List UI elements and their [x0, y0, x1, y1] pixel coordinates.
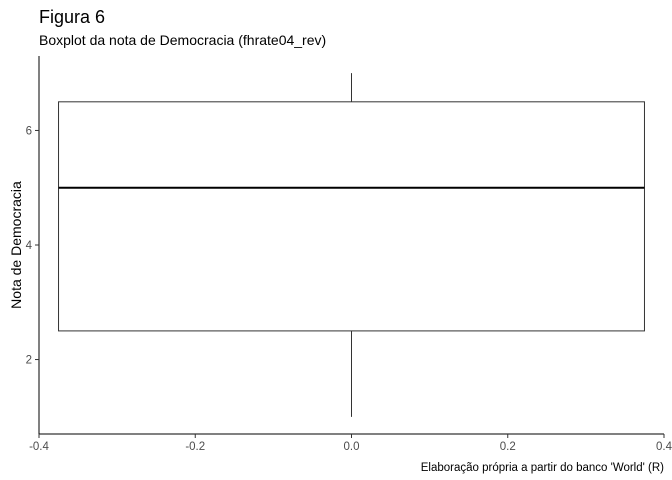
x-tick-label: 0.4 — [656, 441, 672, 453]
y-axis-ticks: 2 4 6 — [26, 125, 39, 367]
y-tick-label: 6 — [26, 125, 32, 137]
y-tick-label: 4 — [26, 240, 33, 252]
x-axis-ticks: -0.4 -0.2 0.0 0.2 0.4 — [29, 434, 672, 453]
x-tick-label: -0.2 — [185, 441, 205, 453]
x-tick-label: -0.4 — [29, 441, 49, 453]
y-tick-label: 2 — [26, 355, 32, 367]
interquartile-box — [58, 101, 645, 332]
plot-area — [58, 73, 645, 417]
x-tick-label: 0.0 — [344, 441, 360, 453]
chart-title: Figura 6 — [39, 7, 105, 27]
chart-subtitle: Boxplot da nota de Democracia (fhrate04_… — [39, 32, 326, 48]
chart-caption: Elaboração própria a partir do banco 'Wo… — [421, 462, 664, 474]
y-axis-title: Nota de Democracia — [8, 181, 24, 309]
x-tick-label: 0.2 — [500, 441, 516, 453]
